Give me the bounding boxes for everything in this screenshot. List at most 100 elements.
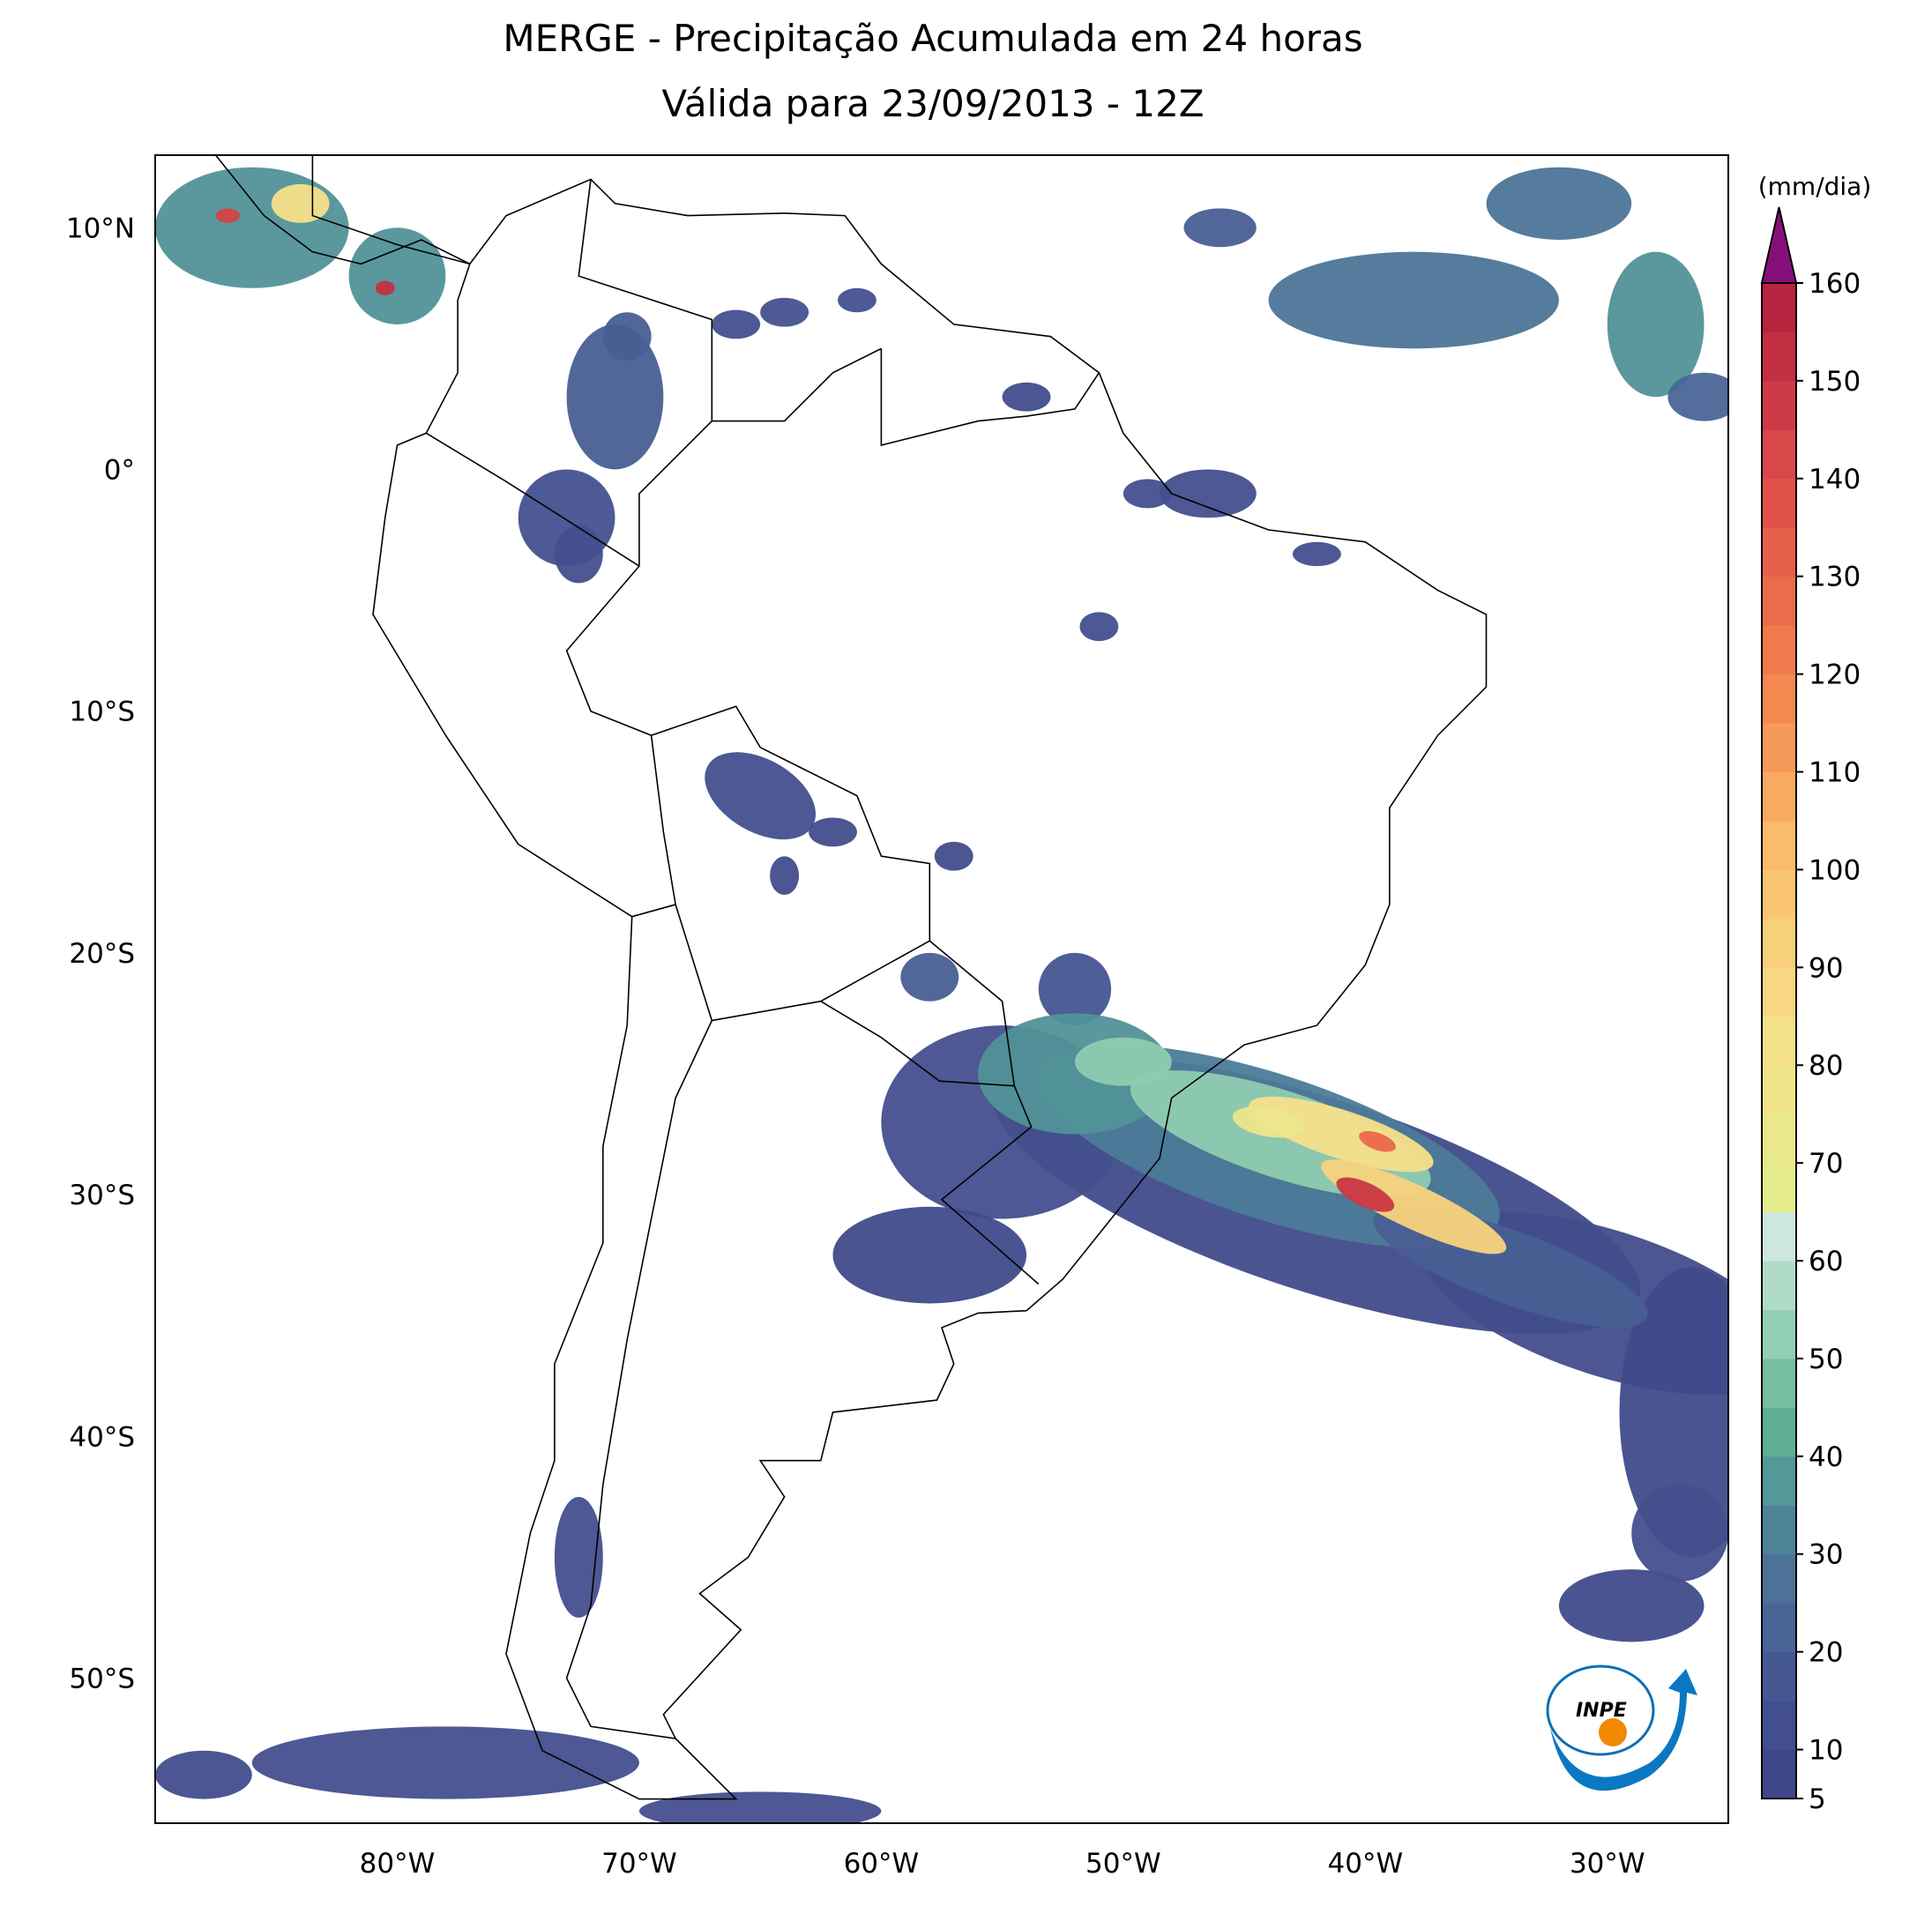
title-line-2: Válida para 23/09/2013 - 12Z <box>661 82 1204 125</box>
precip-area <box>1558 1569 1704 1642</box>
precip-area <box>1160 469 1257 518</box>
colorbar-segment <box>1762 478 1796 528</box>
title-line-1: MERGE - Precipitação Acumulada em 24 hor… <box>503 17 1362 60</box>
colorbar-segment <box>1762 1163 1796 1213</box>
precip-area <box>215 208 241 223</box>
colorbar-segment <box>1762 1603 1796 1653</box>
precip-area <box>155 1750 252 1799</box>
colorbar-tick-label: 10 <box>1809 1735 1843 1767</box>
colorbar-segment <box>1762 1113 1796 1164</box>
precip-area <box>832 1206 1027 1304</box>
precip-area <box>1232 1106 1305 1138</box>
colorbar-label: (mm/dia) <box>1758 172 1872 201</box>
colorbar-tick-label: 150 <box>1809 366 1861 398</box>
colorbar-segment <box>1762 1211 1796 1262</box>
y-tick-label: 20°S <box>69 938 135 970</box>
precip-area <box>348 227 446 324</box>
colorbar-segment <box>1762 1016 1796 1066</box>
precip-area <box>155 167 349 288</box>
x-tick-label: 60°W <box>844 1848 920 1880</box>
colorbar-segment <box>1762 967 1796 1017</box>
precip-area <box>760 297 809 327</box>
precip-area <box>566 324 664 470</box>
colorbar-segment <box>1762 1553 1796 1604</box>
precip-area <box>1359 1131 1396 1152</box>
colorbar-segment <box>1762 1749 1796 1799</box>
precip-area <box>1038 952 1112 1026</box>
colorbar-tick-label: 20 <box>1809 1637 1843 1669</box>
inpe-logo: INPE <box>1546 1665 1697 1791</box>
colorbar-segment <box>1762 331 1796 382</box>
y-tick-label: 40°S <box>69 1421 135 1453</box>
x-tick-label: 70°W <box>601 1848 677 1880</box>
country-border <box>578 179 713 421</box>
y-tick-label: 0° <box>104 454 135 486</box>
map-area <box>155 155 1728 1823</box>
colorbar-tick-label: 100 <box>1809 854 1861 886</box>
colorbar-segment <box>1762 820 1796 870</box>
x-tick-label: 40°W <box>1328 1848 1404 1880</box>
colorbar-tick-label: 80 <box>1809 1050 1843 1082</box>
country-border <box>880 348 1100 447</box>
coastline <box>372 178 1488 1800</box>
precip-area <box>554 525 603 584</box>
precip-area <box>554 1496 603 1618</box>
colorbar-segment <box>1762 1407 1796 1457</box>
colorbar-tick-label: 140 <box>1809 464 1861 495</box>
y-tick-label: 30°S <box>69 1180 135 1211</box>
colorbar-tick-label: 40 <box>1809 1441 1843 1473</box>
colorbar-segment <box>1762 723 1796 773</box>
precip-area <box>1607 251 1704 398</box>
precip-area <box>1268 251 1559 349</box>
colorbar-segment <box>1762 1651 1796 1702</box>
precip-area <box>712 309 761 339</box>
colorbar-segment <box>1762 674 1796 724</box>
precip-area <box>1074 1037 1172 1086</box>
logo-text: INPE <box>1576 1700 1627 1722</box>
colorbar-tick-label: 160 <box>1809 268 1861 300</box>
precip-area <box>900 952 959 1002</box>
country-border <box>631 904 676 918</box>
colorbar-segment <box>1762 1456 1796 1506</box>
colorbar-tick-label: 110 <box>1809 757 1861 789</box>
colorbar: 5 10 20 30 40 50 60 70 80 90 100 110 120 130 140 150 160 <box>1760 206 1861 1815</box>
country-border <box>565 347 1040 1285</box>
logo-dot <box>1599 1718 1627 1746</box>
colorbar-segment <box>1762 869 1796 920</box>
precip-area <box>1631 1485 1728 1582</box>
precip-area <box>1336 1177 1395 1212</box>
colorbar-segment <box>1762 1358 1796 1408</box>
y-tick-label: 10°S <box>69 696 135 728</box>
precip-area <box>1619 1267 1728 1558</box>
colorbar-segment <box>1762 380 1796 430</box>
precip-area <box>809 817 857 847</box>
coastline <box>212 155 471 265</box>
colorbar-segment <box>1762 771 1796 822</box>
y-tick-label: 10°N <box>66 212 135 244</box>
precip-area <box>1292 541 1341 567</box>
colorbar-segment <box>1762 1309 1796 1359</box>
precip-area <box>1002 382 1051 412</box>
precip-area <box>1486 167 1632 240</box>
precip-area <box>1249 1096 1434 1173</box>
colorbar-segment <box>1762 1701 1796 1751</box>
colorbar-tick-label: 90 <box>1809 952 1843 984</box>
colorbar-extension <box>1760 206 1798 284</box>
precip-area <box>770 856 800 896</box>
colorbar-tick-label: 5 <box>1809 1784 1826 1815</box>
colorbar-segment <box>1762 1505 1796 1555</box>
colorbar-tick-label: 70 <box>1809 1148 1843 1180</box>
country-border <box>565 1020 713 1739</box>
colorbar-tick-label: 120 <box>1809 659 1861 691</box>
precip-area <box>638 1791 882 1823</box>
precip-area <box>837 287 876 313</box>
colorbar-tick-label: 130 <box>1809 562 1861 593</box>
logo-arrow <box>1550 1669 1697 1791</box>
map-frame <box>154 154 1729 1824</box>
colorbar-tick-label: 60 <box>1809 1246 1843 1277</box>
x-tick-label: 50°W <box>1085 1848 1161 1880</box>
country-border <box>425 432 640 567</box>
coastline <box>311 155 471 265</box>
country-border <box>650 735 930 1022</box>
precip-area <box>1079 612 1119 642</box>
